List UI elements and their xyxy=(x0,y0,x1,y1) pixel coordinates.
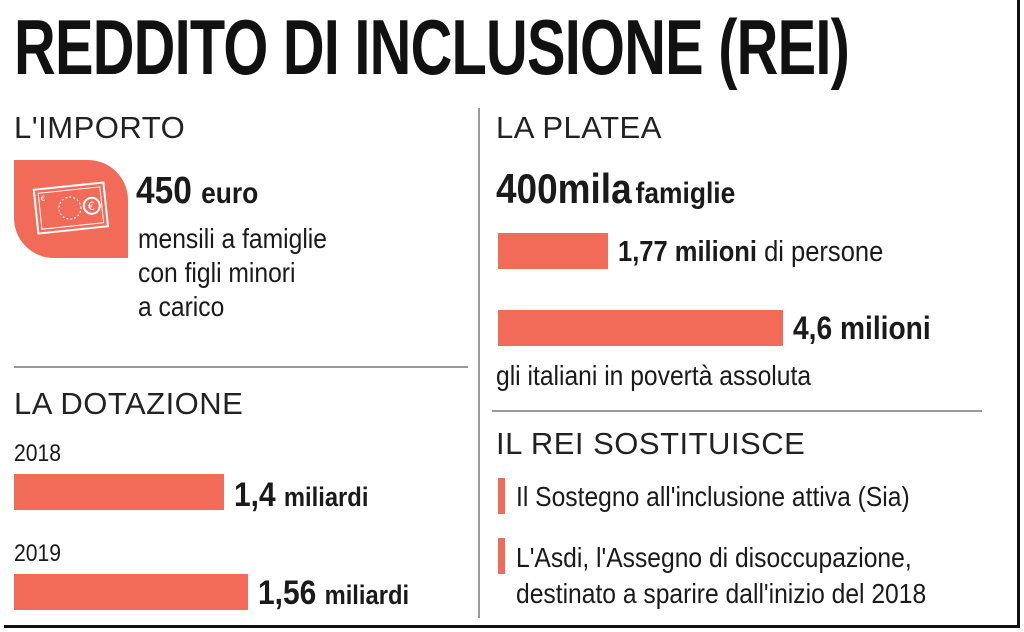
dotazione-heading: LA DOTAZIONE xyxy=(14,386,244,421)
platea-poor-caption: gli italiani in povertà assoluta xyxy=(496,360,812,391)
right-divider xyxy=(492,410,982,412)
platea-families-unit: famiglie xyxy=(635,177,736,210)
page-title: REDDITO DI INCLUSIONE (REI) xyxy=(14,3,850,91)
svg-text:€: € xyxy=(87,200,95,214)
platea-poor-value: 4,6 milioni xyxy=(793,310,931,346)
dotazione-bar-2018 xyxy=(14,474,224,510)
importo-amount-value: 450 xyxy=(136,170,192,212)
sostituisce-line: destinato a sparire dall'inizio del 2018 xyxy=(516,578,927,609)
sostituisce-line: Il Sostegno all'inclusione attiva (Sia) xyxy=(516,481,910,512)
sostituisce-marker xyxy=(498,478,505,514)
banknote-euro-icon: € € xyxy=(14,160,128,258)
sostituisce-item: Il Sostegno all'inclusione attiva (Sia) xyxy=(516,480,910,514)
importo-description: mensili a famiglie con figli minori a ca… xyxy=(138,222,327,324)
frame-border xyxy=(4,0,1020,628)
importo-amount: 450 euro xyxy=(136,172,258,210)
dotazione-value-unit: miliardi xyxy=(324,580,410,610)
importo-amount-unit: euro xyxy=(201,177,259,210)
platea-heading: LA PLATEA xyxy=(496,110,662,145)
banknote-svg: € € xyxy=(32,181,110,235)
dotazione-value-2018: 1,4 miliardi xyxy=(234,478,368,512)
dotazione-year: 2019 xyxy=(14,540,61,567)
importo-heading: L'IMPORTO xyxy=(14,110,186,145)
platea-poor: 4,6 milioni xyxy=(793,312,931,344)
platea-persons-bar xyxy=(498,233,608,269)
svg-text:€: € xyxy=(40,195,45,203)
sostituisce-heading: IL REI SOSTITUISCE xyxy=(496,426,806,461)
platea-persons: 1,77 milioni di persone xyxy=(618,238,883,267)
dotazione-value-number: 1,56 xyxy=(258,574,317,612)
dotazione-value-number: 1,4 xyxy=(234,476,276,514)
importo-line: con figli minori xyxy=(138,257,296,288)
left-divider xyxy=(14,366,468,368)
dotazione-bar-2019 xyxy=(14,574,248,610)
dotazione-year: 2018 xyxy=(14,440,61,467)
sostituisce-line: L'Asdi, l'Assegno di disoccupazione, xyxy=(516,542,912,573)
platea-families: 400mila famiglie xyxy=(496,168,735,210)
platea-families-value: 400mila xyxy=(496,165,632,212)
sostituisce-marker xyxy=(498,538,505,574)
platea-persons-unit: di persone xyxy=(764,236,884,268)
platea-poor-bar xyxy=(498,310,783,346)
importo-line: mensili a famiglie xyxy=(138,223,327,254)
importo-line: a carico xyxy=(138,291,225,322)
column-divider xyxy=(478,108,480,618)
dotazione-value-unit: miliardi xyxy=(283,482,369,512)
sostituisce-item: L'Asdi, l'Assegno di disoccupazione, des… xyxy=(516,540,926,612)
platea-persons-value: 1,77 milioni xyxy=(618,236,757,268)
dotazione-value-2019: 1,56 miliardi xyxy=(258,576,409,610)
